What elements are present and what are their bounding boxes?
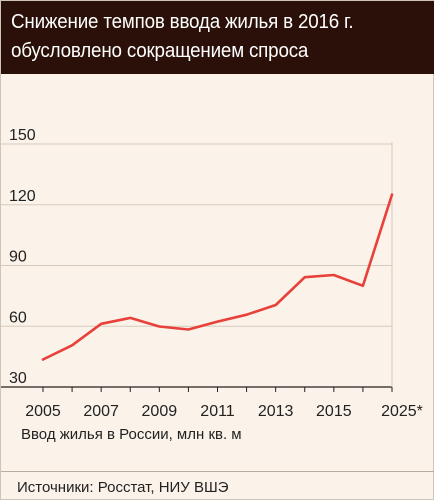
y-tick-label: 150: [9, 127, 36, 144]
source-note: Источники: Росстат, НИУ ВШЭ: [17, 479, 229, 496]
x-tick-label: 2013: [258, 403, 294, 420]
x-axis-label: Ввод жилья в России, млн кв. м: [21, 426, 242, 443]
y-tick-label: 120: [9, 188, 36, 205]
y-tick-label: 60: [9, 309, 27, 326]
series-line: [41, 193, 394, 361]
line-chart: 30 60 90 120 150 2005 2007 2009 2011 2013 2015 202…: [1, 127, 423, 443]
x-axis-ticks: 2005 2007 2009 2011 2013 2015 2025*: [25, 387, 423, 420]
x-tick-label: 2025*: [381, 403, 423, 420]
y-tick-label: 90: [9, 249, 27, 266]
y-tick-label: 30: [9, 370, 27, 387]
x-tick-label: 2005: [25, 403, 61, 420]
x-tick-label: 2007: [83, 403, 119, 420]
x-tick-label: 2009: [142, 403, 178, 420]
chart-header: Снижение темпов ввода жилья в 2016 г. об…: [1, 1, 434, 74]
x-tick-label: 2015: [316, 403, 352, 420]
series-layer: [41, 193, 394, 361]
x-tick-label: 2011: [200, 403, 235, 420]
grid-lines: [1, 142, 393, 388]
footer-divider: [1, 471, 434, 472]
chart-title: Снижение темпов ввода жилья в 2016 г. об…: [11, 11, 354, 62]
y-axis-ticks: 30 60 90 120 150: [9, 127, 36, 387]
